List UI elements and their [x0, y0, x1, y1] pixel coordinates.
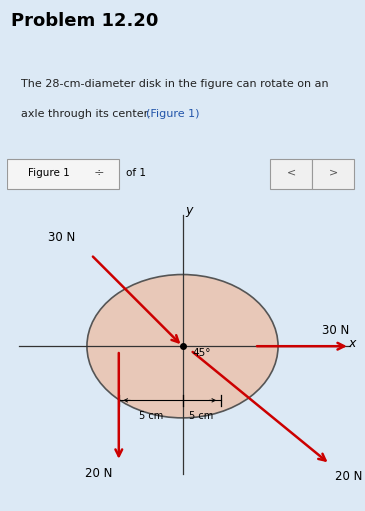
Text: 5 cm: 5 cm: [139, 411, 163, 421]
Text: axle through its center.: axle through its center.: [21, 109, 155, 119]
Text: y: y: [186, 204, 193, 217]
Text: x: x: [348, 337, 356, 350]
FancyBboxPatch shape: [270, 159, 312, 189]
Text: Problem 12.20: Problem 12.20: [11, 12, 158, 30]
FancyBboxPatch shape: [7, 159, 119, 189]
Text: 20 N: 20 N: [335, 470, 363, 482]
Text: 5 cm: 5 cm: [189, 411, 214, 421]
Text: The 28-cm-diameter disk in the figure can rotate on an: The 28-cm-diameter disk in the figure ca…: [21, 79, 329, 89]
Text: 30 N: 30 N: [48, 231, 75, 244]
Text: 30 N: 30 N: [323, 323, 350, 337]
Text: 45°: 45°: [192, 348, 211, 358]
Text: 20 N: 20 N: [85, 467, 112, 480]
Text: ÷: ÷: [93, 167, 104, 179]
Text: <: <: [287, 168, 296, 178]
Text: Figure 1: Figure 1: [28, 168, 70, 178]
Text: (Figure 1): (Figure 1): [146, 109, 199, 119]
Text: of 1: of 1: [126, 168, 146, 178]
Text: >: >: [328, 168, 338, 178]
FancyBboxPatch shape: [312, 159, 354, 189]
Ellipse shape: [87, 274, 278, 418]
